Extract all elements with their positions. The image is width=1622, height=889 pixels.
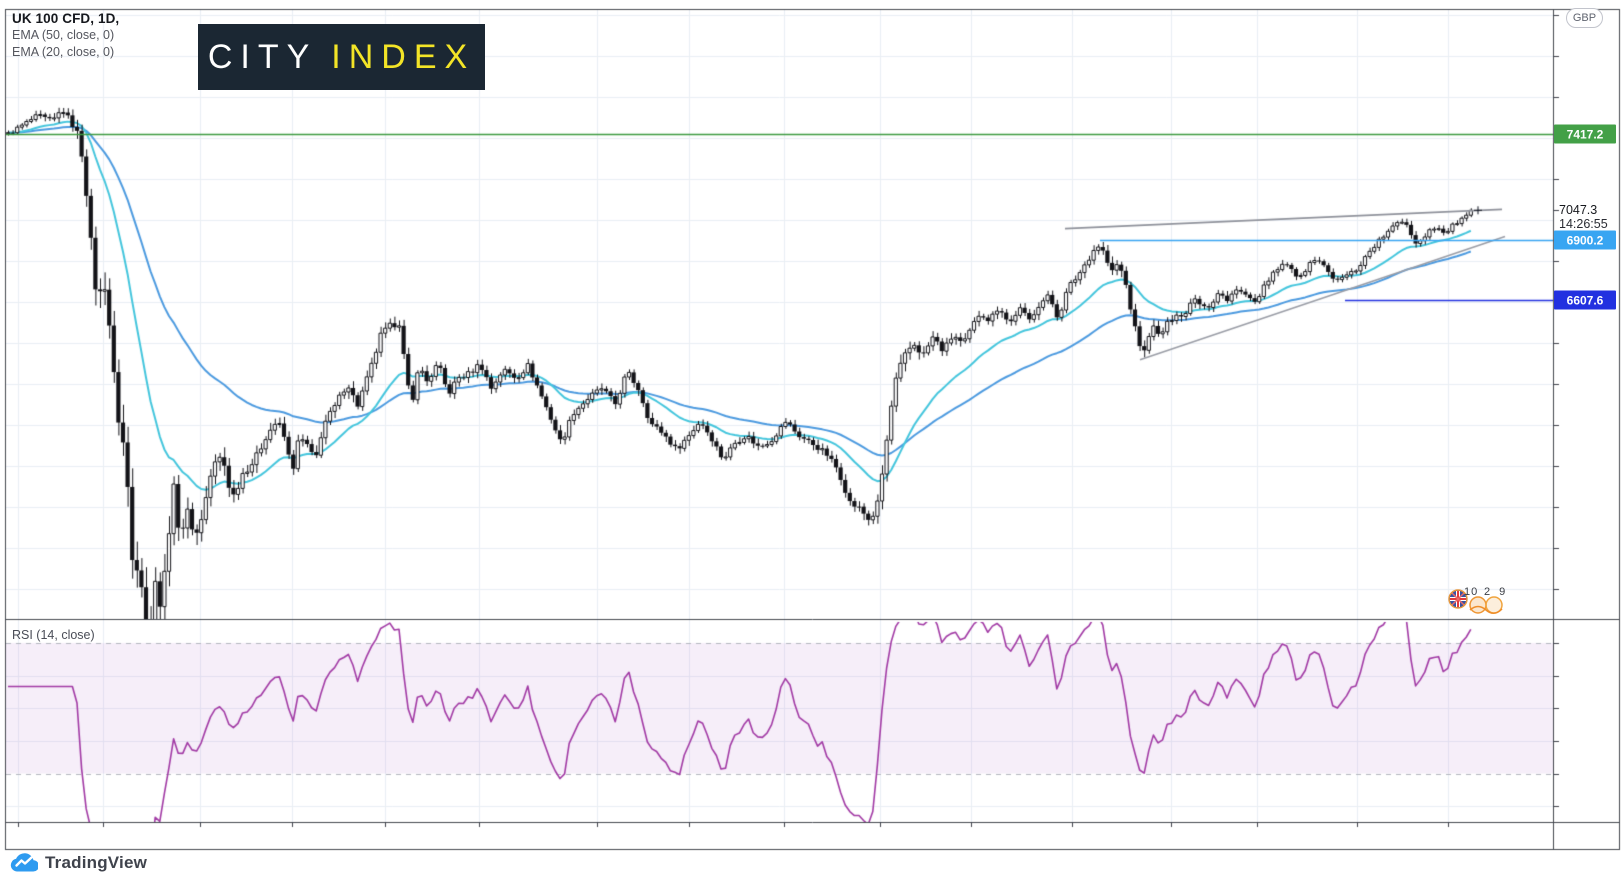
tradingview-logo[interactable]: TradingView — [10, 853, 147, 873]
indicator-legend-ema20[interactable]: EMA (20, close, 0) — [12, 44, 115, 59]
city-index-logo-index: INDEX — [331, 37, 476, 76]
price-level-label-6607[interactable]: 6607.6 — [1554, 290, 1616, 310]
price-level-label-6900[interactable]: 6900.2 — [1554, 230, 1616, 250]
rsi-legend[interactable]: RSI (14, close) — [12, 628, 95, 642]
indicator-legend-ema50[interactable]: EMA (50, close, 0) — [12, 28, 115, 42]
tradingview-brand: TradingView — [45, 853, 148, 872]
rsi-axis[interactable]: 70.0060.0050.0040.0030.0020.00 — [1553, 0, 1622, 822]
last-price-value: 7047.3 — [1559, 203, 1598, 218]
sticker-doodle: 10 2 9 — [1448, 584, 1512, 616]
tradingview-cloud-icon — [10, 853, 38, 872]
sticker-flag-icon — [1448, 589, 1503, 614]
chart-legend: UK 100 CFD, 1D, EMA (50, close, 0) EMA (… — [12, 10, 119, 60]
sticker-number-right: 2 9 — [1484, 586, 1509, 598]
city-index-logo: CITY INDEX — [198, 24, 485, 90]
symbol-title[interactable]: UK 100 CFD, 1D, — [12, 11, 120, 26]
last-price-countdown: 14:26:55 — [1559, 217, 1608, 232]
city-index-logo-city: CITY — [207, 37, 318, 76]
time-axis[interactable]: FebMarAprMayJunJulAugSepOctNovDec2021Feb… — [0, 822, 1553, 849]
last-price-readout: 7047.3 14:26:55 — [1559, 203, 1608, 232]
currency-button[interactable]: GBP — [1566, 8, 1603, 28]
sticker-number-left: 10 — [1464, 586, 1479, 598]
price-level-label-7417[interactable]: 7417.2 — [1554, 124, 1616, 144]
